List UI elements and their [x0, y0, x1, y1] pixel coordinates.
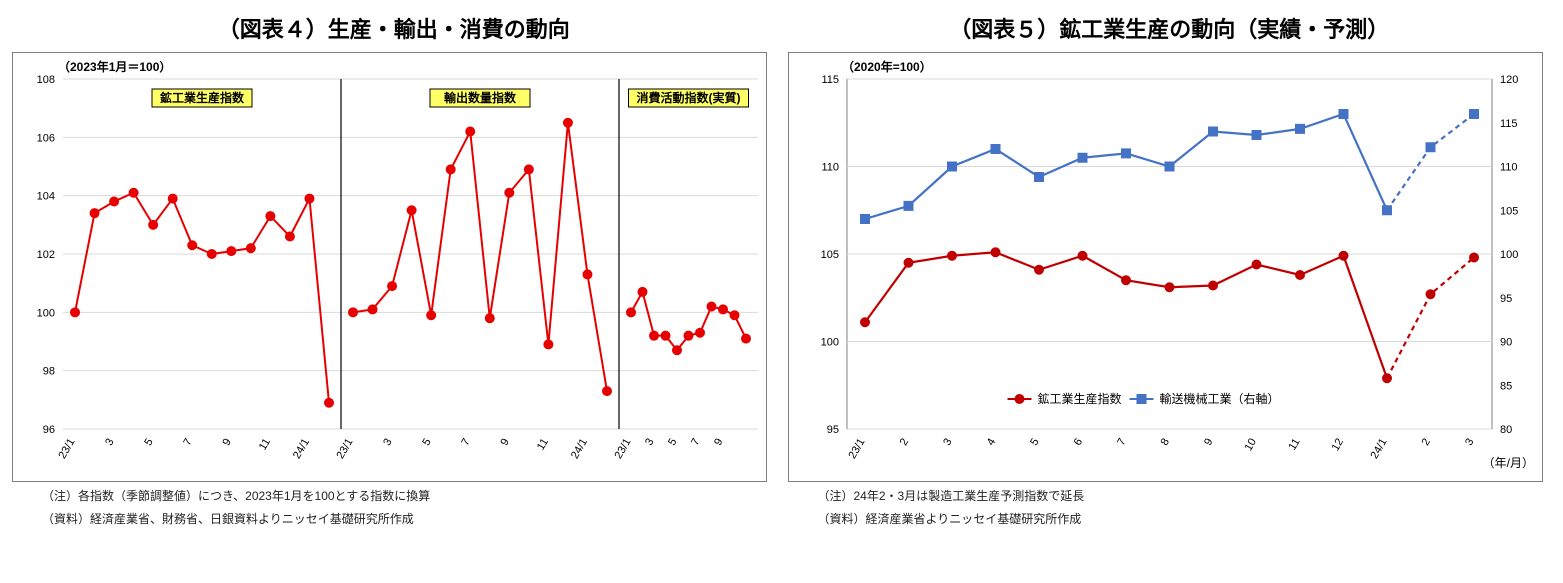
svg-text:5: 5 — [1028, 437, 1041, 448]
svg-text:2: 2 — [897, 437, 910, 448]
svg-text:115: 115 — [1500, 118, 1518, 130]
svg-text:7: 7 — [689, 437, 702, 448]
svg-text:85: 85 — [1500, 380, 1512, 392]
chart4-note1: （注）各指数（季節調整値）につき、2023年1月を100とする指数に換算 — [12, 488, 776, 505]
svg-text:5: 5 — [142, 437, 155, 448]
svg-text:106: 106 — [37, 132, 55, 144]
svg-text:3: 3 — [1463, 437, 1476, 448]
svg-text:9: 9 — [712, 437, 725, 448]
svg-text:102: 102 — [37, 249, 55, 261]
svg-text:5: 5 — [420, 437, 433, 448]
svg-text:6: 6 — [1071, 437, 1084, 448]
svg-text:24/1: 24/1 — [1368, 437, 1389, 462]
svg-text:98: 98 — [43, 366, 55, 378]
svg-text:105: 105 — [820, 249, 838, 261]
svg-text:80: 80 — [1500, 424, 1512, 436]
svg-text:108: 108 — [37, 74, 55, 86]
svg-text:（年/月）: （年/月） — [1482, 456, 1533, 470]
chart5-note2: （資料）経済産業省よりニッセイ基礎研究所作成 — [788, 511, 1552, 528]
svg-text:（2023年1月＝100）: （2023年1月＝100） — [58, 59, 171, 74]
svg-text:4: 4 — [984, 437, 997, 448]
svg-text:23/1: 23/1 — [56, 437, 77, 462]
svg-text:2: 2 — [1419, 437, 1432, 448]
svg-text:消費活動指数(実質): 消費活動指数(実質) — [637, 90, 741, 105]
svg-text:9: 9 — [1202, 437, 1215, 448]
svg-text:100: 100 — [820, 337, 838, 349]
svg-text:9: 9 — [220, 437, 233, 448]
svg-text:3: 3 — [103, 437, 116, 448]
chart4-svg: （2023年1月＝100）969810010210410610823/13579… — [13, 53, 768, 483]
svg-text:104: 104 — [37, 191, 55, 203]
svg-text:90: 90 — [1500, 337, 1512, 349]
svg-text:鉱工業生産指数: 鉱工業生産指数 — [1037, 391, 1121, 406]
chart5-svg: （2020年=100）（年/月）951001051101158085909510… — [789, 53, 1544, 483]
chart4-note2: （資料）経済産業省、財務省、日銀資料よりニッセイ基礎研究所作成 — [12, 511, 776, 528]
svg-text:23/1: 23/1 — [612, 437, 633, 462]
svg-text:（2020年=100）: （2020年=100） — [842, 59, 932, 74]
svg-text:7: 7 — [1115, 437, 1128, 448]
svg-text:鉱工業生産指数: 鉱工業生産指数 — [160, 90, 245, 105]
svg-text:11: 11 — [257, 437, 273, 453]
svg-text:23/1: 23/1 — [334, 437, 355, 462]
svg-text:120: 120 — [1500, 74, 1518, 86]
chart5-box: （2020年=100）（年/月）951001051101158085909510… — [788, 52, 1543, 482]
svg-text:95: 95 — [826, 424, 838, 436]
svg-text:24/1: 24/1 — [291, 437, 312, 462]
chart4-panel: （図表４）生産・輸出・消費の動向 （2023年1月＝100） 96 98 100 102… — [12, 12, 776, 528]
chart4-title: （図表４）生産・輸出・消費の動向 — [12, 12, 776, 44]
svg-text:10: 10 — [1242, 437, 1259, 454]
svg-text:3: 3 — [381, 437, 394, 448]
svg-text:7: 7 — [459, 437, 472, 448]
chart5-title: （図表５）鉱工業生産の動向（実績・予測） — [788, 12, 1552, 44]
svg-text:110: 110 — [821, 162, 839, 174]
svg-text:95: 95 — [1500, 293, 1512, 305]
svg-text:12: 12 — [1329, 437, 1346, 454]
chart5-note1: （注）24年2・3月は製造工業生産予測指数で延長 — [788, 488, 1552, 505]
svg-text:7: 7 — [181, 437, 194, 448]
svg-text:輸出数量指数: 輸出数量指数 — [444, 90, 517, 105]
svg-text:輸送機械工業（右軸）: 輸送機械工業（右軸） — [1159, 391, 1279, 406]
svg-text:11: 11 — [1286, 437, 1302, 453]
svg-text:3: 3 — [643, 437, 656, 448]
svg-text:5: 5 — [666, 437, 679, 448]
svg-text:9: 9 — [498, 437, 511, 448]
svg-text:8: 8 — [1158, 437, 1171, 448]
chart4-box: （2023年1月＝100）969810010210410610823/13579… — [12, 52, 767, 482]
svg-text:110: 110 — [1500, 162, 1518, 174]
svg-text:24/1: 24/1 — [569, 437, 590, 462]
svg-text:96: 96 — [43, 424, 55, 436]
svg-text:23/1: 23/1 — [846, 437, 867, 462]
svg-text:100: 100 — [1500, 249, 1518, 261]
svg-text:11: 11 — [535, 437, 551, 453]
chart5-panel: （図表５）鉱工業生産の動向（実績・予測） （2020年=100）（年/月）951… — [788, 12, 1552, 528]
svg-text:105: 105 — [1500, 205, 1518, 217]
svg-text:3: 3 — [941, 437, 954, 448]
svg-text:100: 100 — [37, 307, 55, 319]
svg-text:115: 115 — [821, 74, 839, 86]
